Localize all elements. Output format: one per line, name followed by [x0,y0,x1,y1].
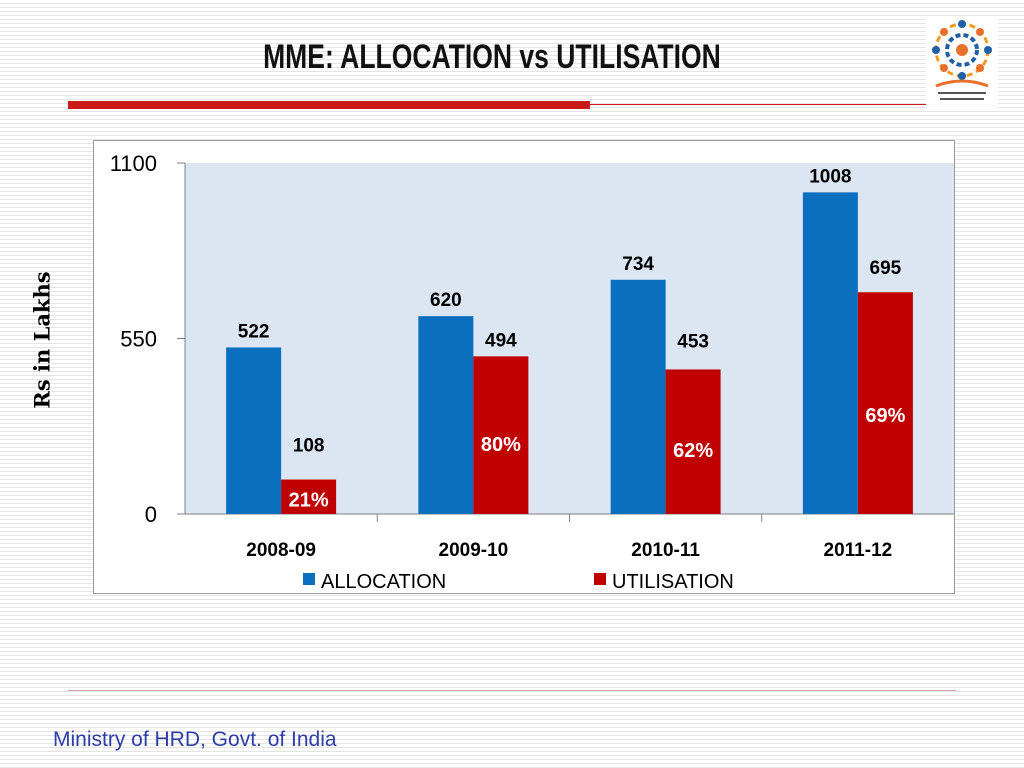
data-label-allocation: 734 [622,254,654,275]
slide-title: MME: ALLOCATION vs UTILISATION [263,38,721,76]
title-underline-thick [68,101,590,109]
legend-swatch-allocation [303,573,315,585]
logo-icon [932,20,992,100]
y-tick-label: 1100 [110,151,157,176]
legend-swatch-utilisation [594,573,606,585]
legend-label-allocation: ALLOCATION [321,571,446,593]
data-label-utilisation: 695 [870,258,902,279]
x-category-label: 2008-09 [246,540,316,561]
data-label-utilisation: 108 [293,436,325,457]
y-axis-title: Rs in Lakhs [29,271,55,409]
bar-allocation-2011-12 [802,192,858,514]
title-underline-thin [590,104,930,105]
bar-utilisation-2011-12 [857,292,913,514]
bar-chart: 0 550 1100 522 108 21% 2008-09 620 494 80% 2009-10… [110,151,954,593]
utilisation-percent-label: 80% [481,434,521,456]
bar-allocation-2008-09 [226,347,282,514]
data-label-utilisation: 453 [677,331,709,352]
x-category-label: 2011-12 [824,540,893,561]
bar-utilisation-2008-09 [281,479,337,514]
utilisation-percent-label: 62% [673,440,713,462]
data-label-utilisation: 494 [485,330,517,351]
mid-day-meal-scheme-logo [926,16,998,108]
chart-container: 0 550 1100 522 108 21% 2008-09 620 494 80% 2009-10… [93,140,955,594]
y-tick-label: 550 [120,327,157,352]
footer-divider [68,690,956,691]
y-tick-label: 0 [145,502,157,527]
x-category-label: 2010-11 [631,540,700,561]
bar-utilisation-2010-11 [665,369,721,514]
legend-label-utilisation: UTILISATION [612,571,734,593]
footer-text: Ministry of HRD, Govt. of India [53,728,337,751]
utilisation-percent-label: 69% [865,405,905,427]
x-category-label: 2009-10 [439,540,509,561]
utilisation-percent-label: 21% [289,489,329,511]
bar-allocation-2010-11 [610,279,666,514]
bar-allocation-2009-10 [418,316,474,514]
data-label-allocation: 522 [238,321,270,342]
data-label-allocation: 620 [430,290,462,311]
bar-utilisation-2009-10 [473,356,529,514]
data-label-allocation: 1008 [809,166,851,187]
